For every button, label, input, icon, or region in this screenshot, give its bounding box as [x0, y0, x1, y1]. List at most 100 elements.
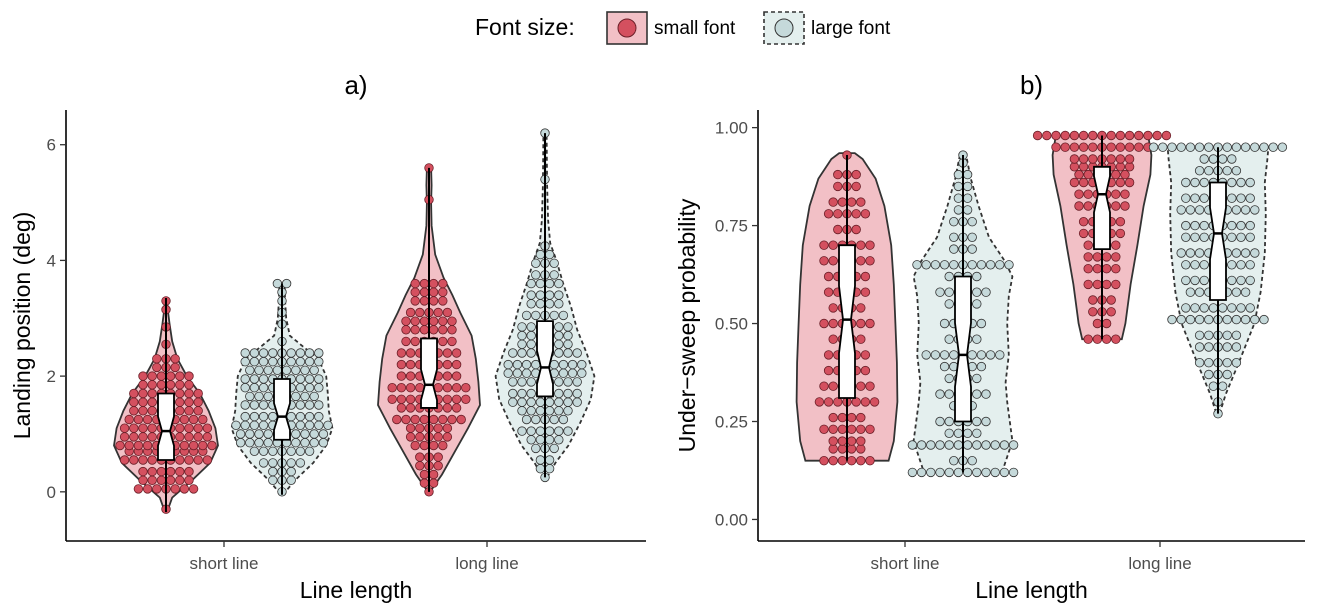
data-point — [939, 361, 950, 372]
data-point — [828, 303, 838, 313]
data-point — [549, 443, 559, 454]
data-point — [1190, 260, 1200, 270]
data-point — [456, 414, 466, 425]
data-point — [175, 466, 185, 477]
data-point — [433, 307, 443, 318]
data-point — [1231, 165, 1242, 176]
data-point — [438, 440, 448, 451]
data-point — [258, 446, 269, 457]
data-point — [935, 467, 945, 478]
data-point — [258, 383, 269, 393]
data-point — [1088, 142, 1098, 152]
data-point — [1199, 193, 1209, 203]
data-point — [309, 438, 319, 448]
data-point — [526, 348, 536, 358]
data-point — [124, 414, 134, 425]
data-point — [165, 380, 176, 390]
data-point — [142, 484, 153, 494]
data-point — [1181, 303, 1191, 313]
data-point — [1078, 142, 1089, 152]
data-point — [451, 394, 462, 405]
data-point — [438, 316, 448, 326]
data-point — [512, 359, 523, 370]
data-point — [1032, 130, 1043, 141]
data-point — [508, 388, 518, 399]
data-point — [401, 414, 411, 425]
data-point — [837, 197, 848, 207]
data-point — [240, 374, 250, 384]
x-tick-label-long-line: long line — [455, 554, 518, 573]
x-tick-label-long-line: long line — [1128, 554, 1191, 573]
data-point — [410, 296, 420, 306]
data-point — [967, 260, 977, 270]
data-point — [245, 391, 255, 402]
data-point — [318, 438, 329, 448]
data-point — [428, 414, 439, 425]
data-point — [554, 435, 564, 445]
data-point — [1194, 142, 1205, 152]
data-point — [249, 400, 260, 410]
data-point — [442, 423, 453, 433]
data-point — [833, 209, 843, 219]
data-point — [981, 287, 991, 297]
data-point — [1199, 220, 1209, 231]
data-point — [1115, 154, 1126, 164]
data-point — [819, 318, 829, 329]
data-point — [410, 325, 420, 335]
data-point — [309, 365, 319, 376]
data-point — [1152, 130, 1162, 141]
data-point — [428, 287, 439, 297]
data-point — [442, 403, 453, 413]
data-point — [396, 403, 407, 413]
data-point — [235, 438, 246, 448]
data-point — [415, 423, 425, 433]
data-point — [549, 258, 559, 269]
data-point — [129, 397, 139, 407]
data-point — [152, 362, 162, 373]
data-point — [962, 467, 973, 478]
data-point — [428, 469, 439, 480]
data-point — [165, 475, 176, 486]
data-point — [175, 371, 185, 381]
data-point — [410, 414, 420, 425]
data-point — [1227, 193, 1237, 203]
data-point — [207, 440, 217, 451]
data-point — [1231, 358, 1242, 368]
data-point — [396, 371, 407, 381]
box-body — [536, 320, 554, 398]
data-point — [1083, 264, 1093, 274]
data-point — [1088, 154, 1098, 164]
data-point — [179, 484, 190, 494]
data-point — [846, 436, 857, 446]
x-axis-title: Line length — [300, 577, 413, 603]
data-point — [235, 429, 246, 439]
data-point — [563, 397, 573, 407]
data-point — [124, 440, 134, 451]
data-point — [442, 371, 453, 381]
data-point — [1231, 142, 1242, 152]
data-point — [291, 365, 301, 376]
data-point — [249, 348, 260, 358]
data-point — [202, 423, 213, 433]
data-point — [860, 397, 871, 407]
data-point — [517, 388, 527, 399]
data-point — [291, 438, 301, 448]
data-point — [442, 359, 453, 370]
data-point — [554, 388, 564, 399]
data-point — [1222, 142, 1232, 152]
data-point — [972, 334, 982, 344]
data-point — [972, 373, 982, 384]
data-point — [147, 371, 157, 381]
data-point — [442, 394, 453, 405]
data-point — [240, 383, 250, 393]
data-point — [1060, 130, 1070, 141]
data-point — [517, 397, 527, 407]
data-point — [563, 406, 573, 416]
data-point — [930, 260, 941, 270]
data-point — [1078, 130, 1089, 141]
data-point — [1236, 220, 1246, 231]
data-point — [119, 455, 130, 465]
data-point — [1101, 264, 1112, 274]
data-point — [268, 475, 278, 486]
data-point — [990, 440, 1000, 450]
